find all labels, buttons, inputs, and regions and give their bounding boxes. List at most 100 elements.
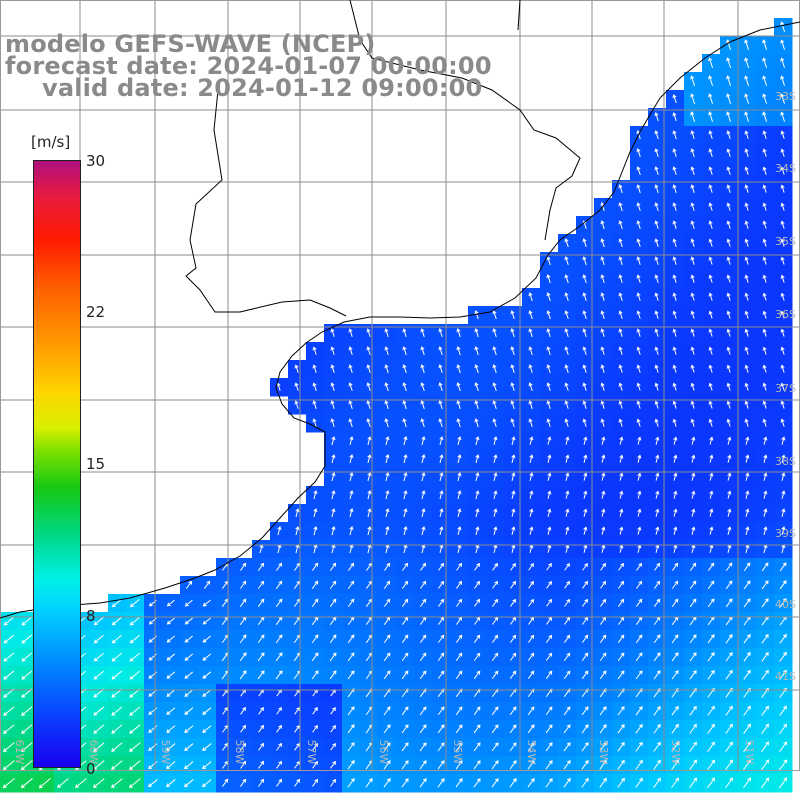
wind-arrow [672, 166, 677, 176]
wind-arrow [437, 742, 445, 752]
wind-arrow [347, 598, 355, 607]
wind-arrow [583, 454, 588, 463]
wind-arrow [726, 292, 731, 301]
wind-arrow [780, 256, 785, 265]
wind-arrow [708, 130, 713, 140]
wind-arrow [311, 670, 319, 680]
wind-arrow [202, 761, 212, 770]
wind-arrow [329, 580, 337, 589]
wind-arrow [563, 652, 571, 661]
wind-arrow [726, 184, 731, 193]
wind-arrow [201, 779, 212, 788]
wind-arrow [583, 526, 588, 535]
wind-arrow [654, 148, 659, 158]
wind-arrow [546, 274, 551, 284]
wind-arrow [691, 508, 696, 517]
wind-arrow [744, 75, 750, 86]
wind-arrow [401, 724, 409, 734]
wind-arrow [330, 707, 336, 715]
wind-arrow [671, 777, 679, 789]
wind-arrow [456, 346, 461, 356]
wind-arrow [312, 346, 317, 355]
wind-arrow [148, 743, 158, 752]
wind-arrow [690, 166, 695, 175]
wind-arrow [419, 760, 427, 770]
colorbar [33, 160, 81, 768]
wind-arrow [311, 634, 319, 644]
wind-arrow [564, 238, 569, 248]
wind-arrow [726, 364, 731, 373]
wind-arrow [779, 741, 788, 753]
wind-arrow [383, 724, 391, 734]
wind-arrow [455, 742, 463, 752]
wind-arrow [618, 328, 623, 337]
wind-arrow [563, 706, 571, 716]
wind-arrow [671, 652, 679, 662]
wind-arrow [690, 382, 695, 391]
wind-arrow [547, 508, 552, 517]
wind-arrow [439, 526, 444, 536]
wind-arrow [637, 436, 642, 445]
wind-arrow [403, 508, 408, 518]
wind-arrow [276, 724, 282, 733]
wind-arrow [779, 759, 788, 771]
wind-arrow [564, 256, 569, 266]
wind-arrow [708, 57, 714, 69]
wind-arrow [202, 743, 212, 752]
wind-arrow [780, 75, 786, 86]
wind-arrow [184, 725, 194, 733]
wind-arrow [744, 328, 749, 337]
wind-arrow [2, 778, 15, 789]
wind-arrow [312, 707, 318, 715]
wind-arrow [564, 598, 571, 607]
wind-arrow [582, 274, 587, 284]
wind-arrow [581, 759, 589, 770]
wind-arrow [492, 634, 499, 643]
wind-arrow [294, 724, 300, 733]
wind-arrow [347, 777, 355, 788]
wind-arrow [762, 400, 767, 409]
wind-arrow [473, 760, 481, 770]
wind-arrow [21, 724, 33, 734]
wind-arrow [257, 634, 265, 644]
wind-arrow [583, 472, 588, 481]
wind-arrow [240, 724, 246, 733]
wind-arrow [349, 454, 354, 464]
wind-arrow [725, 562, 733, 572]
wind-arrow [474, 328, 479, 338]
wind-arrow [637, 490, 642, 499]
wind-arrow [761, 598, 769, 608]
wind-arrow [744, 111, 750, 122]
wind-arrow [654, 292, 659, 301]
wind-arrow [545, 777, 553, 788]
wind-arrow [635, 634, 643, 644]
wind-arrow [401, 652, 409, 662]
wind-arrow [690, 310, 695, 319]
wind-arrow [779, 669, 787, 680]
wind-arrow [619, 454, 624, 463]
wind-arrow [672, 202, 677, 211]
wind-arrow [709, 472, 714, 481]
wind-arrow [565, 436, 570, 445]
wind-arrow [743, 651, 751, 662]
wind-arrow [276, 562, 283, 571]
wind-arrow [437, 706, 445, 716]
wind-arrow [744, 39, 750, 50]
wind-arrow [671, 723, 679, 734]
wind-arrow [726, 346, 731, 355]
wind-arrow [654, 346, 659, 355]
wind-arrow [708, 310, 713, 319]
wind-arrow [708, 148, 713, 157]
wind-arrow [455, 724, 463, 734]
wind-arrow [455, 634, 463, 643]
wind-arrow [129, 760, 141, 770]
wind-arrow [655, 472, 660, 481]
wind-arrow [546, 400, 551, 409]
wind-arrow [367, 490, 372, 500]
wind-arrow [204, 580, 211, 589]
wind-arrow [439, 436, 444, 446]
latitude-label: 33S [775, 90, 796, 103]
wind-arrow [275, 634, 283, 644]
wind-arrow [421, 472, 426, 482]
wind-arrow [546, 292, 551, 302]
